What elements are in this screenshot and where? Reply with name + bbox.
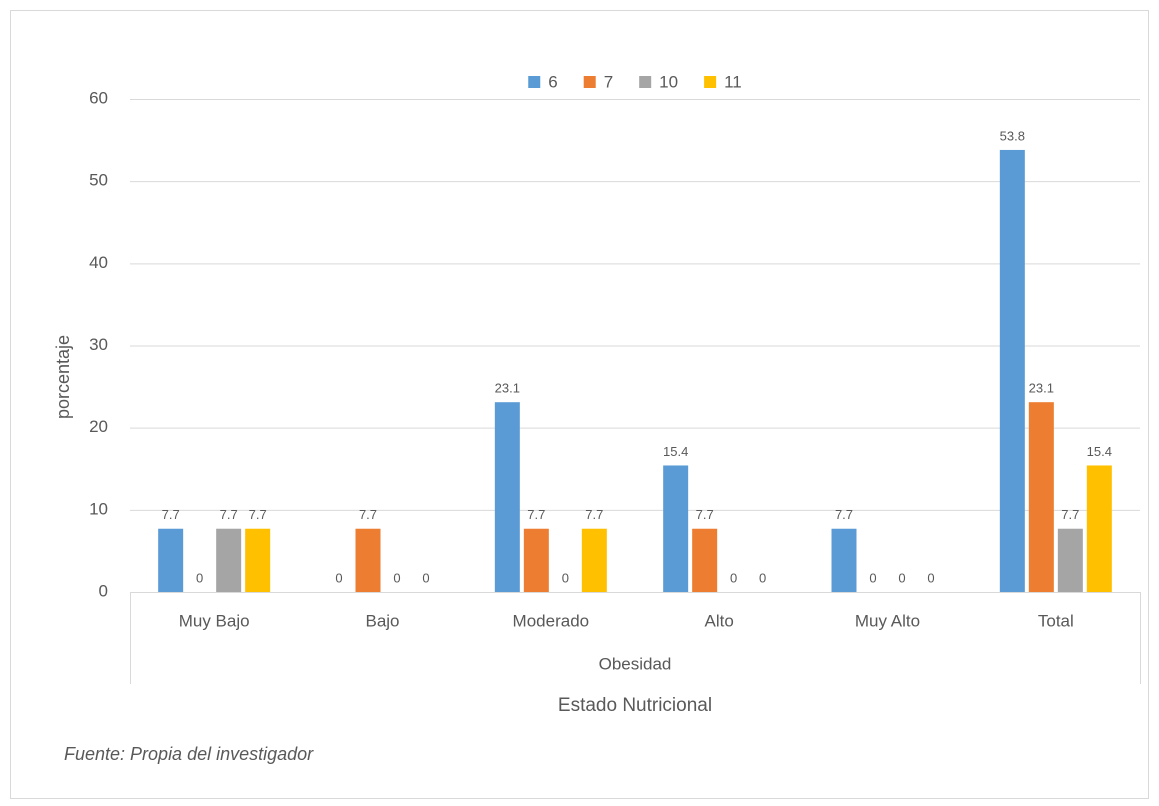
y-axis-title: porcentaje xyxy=(53,335,73,419)
legend-swatch xyxy=(704,76,717,88)
data-label: 0 xyxy=(335,570,342,585)
data-label: 7.7 xyxy=(249,507,267,522)
x-axis-title: Estado Nutricional xyxy=(558,695,712,716)
x-tick-label: Bajo xyxy=(365,611,399,630)
data-label: 23.1 xyxy=(1029,381,1054,396)
data-label: 0 xyxy=(393,570,400,585)
bar xyxy=(663,465,689,592)
bar xyxy=(245,528,271,592)
y-tick-label: 60 xyxy=(89,88,108,107)
data-label: 23.1 xyxy=(495,381,520,396)
y-tick-label: 30 xyxy=(89,335,108,354)
y-tick-label: 50 xyxy=(89,171,108,190)
bar xyxy=(1086,465,1112,592)
bar xyxy=(1057,528,1083,592)
data-label: 15.4 xyxy=(1087,444,1112,459)
x-tick-label: Muy Bajo xyxy=(179,611,250,630)
bar xyxy=(581,528,607,592)
data-label: 7.7 xyxy=(359,507,377,522)
data-label: 0 xyxy=(730,570,737,585)
data-label: 7.7 xyxy=(162,507,180,522)
data-label: 0 xyxy=(927,570,934,585)
source-note: Fuente: Propia del investigador xyxy=(64,744,314,764)
data-label: 0 xyxy=(196,570,203,585)
legend-label: 11 xyxy=(724,72,742,91)
bar xyxy=(1028,402,1054,592)
legend-label: 7 xyxy=(604,72,613,91)
bar xyxy=(158,528,184,592)
bar xyxy=(355,528,381,592)
x-tick-label: Moderado xyxy=(513,611,590,630)
y-tick-label: 20 xyxy=(89,417,108,436)
data-label: 7.7 xyxy=(585,507,603,522)
data-label: 0 xyxy=(759,570,766,585)
y-tick-label: 10 xyxy=(89,499,108,518)
legend-swatch xyxy=(528,76,541,88)
legend-swatch xyxy=(639,76,652,88)
x-tick-label: Total xyxy=(1038,611,1074,630)
chart-frame xyxy=(10,10,1149,799)
x-tick-label: Alto xyxy=(705,611,734,630)
x-tick-label: Muy Alto xyxy=(855,611,920,630)
bar xyxy=(216,528,242,592)
legend-swatch xyxy=(583,76,596,88)
legend-label: 10 xyxy=(659,72,678,91)
y-tick-label: 40 xyxy=(89,253,108,272)
bar xyxy=(831,528,857,592)
data-label: 0 xyxy=(562,570,569,585)
bar xyxy=(999,149,1025,592)
data-label: 7.7 xyxy=(835,507,853,522)
bar xyxy=(523,528,549,592)
data-label: 15.4 xyxy=(663,444,688,459)
bar xyxy=(692,528,718,592)
bar xyxy=(494,402,520,592)
data-label: 7.7 xyxy=(696,507,714,522)
data-label: 7.7 xyxy=(1061,507,1079,522)
data-label: 7.7 xyxy=(220,507,238,522)
data-label: 0 xyxy=(898,570,905,585)
data-label: 0 xyxy=(422,570,429,585)
category-group-label: Obesidad xyxy=(599,654,672,673)
data-label: 7.7 xyxy=(527,507,545,522)
legend-label: 6 xyxy=(548,72,557,91)
y-tick-label: 0 xyxy=(99,581,108,600)
data-label: 53.8 xyxy=(1000,128,1025,143)
data-label: 0 xyxy=(869,570,876,585)
